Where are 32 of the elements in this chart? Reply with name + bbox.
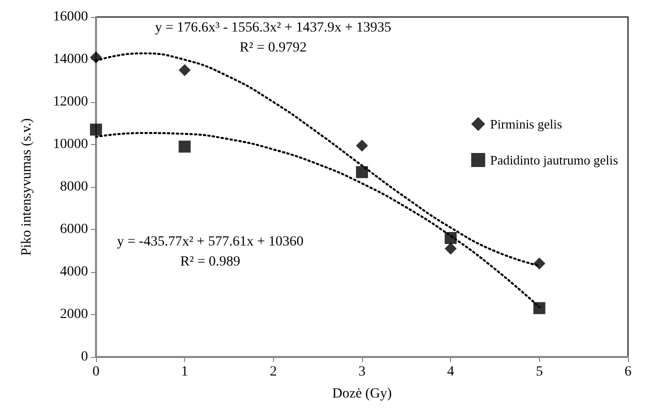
y-tick-label: 0 bbox=[81, 350, 88, 364]
point bbox=[356, 140, 368, 152]
y-tick-label: 12000 bbox=[53, 94, 88, 110]
point bbox=[178, 64, 191, 76]
y-tick-label: 16000 bbox=[53, 10, 88, 24]
point bbox=[444, 242, 457, 255]
point bbox=[90, 51, 102, 64]
point bbox=[178, 140, 191, 153]
y-tick-label: 8000 bbox=[60, 180, 88, 194]
legend-label: Padidinto jautrumo gelis bbox=[490, 152, 618, 168]
point bbox=[444, 232, 457, 244]
x-axis-title: Dozė (Gy) bbox=[332, 386, 392, 402]
y-tick-label: 14000 bbox=[53, 52, 88, 67]
annotation: y = 176.6x³ - 1556.3x² + 1437.9x + 13935 R² = 0.9792 bbox=[154, 20, 392, 56]
x-tick-label: 6 bbox=[624, 364, 632, 380]
point bbox=[533, 258, 546, 270]
x-tick-label: 4 bbox=[447, 364, 454, 380]
x-tick-label: 0 bbox=[92, 364, 100, 380]
y-tick-label: 10000 bbox=[53, 137, 88, 152]
point bbox=[533, 302, 546, 314]
point bbox=[90, 124, 102, 136]
legend-label: Pirminis gelis bbox=[490, 116, 562, 132]
y-axis-title: Piko intensyvumas (s.v.) bbox=[20, 118, 34, 256]
annotation: y = -435.77x² + 577.61x + 10360 R² = 0.989 bbox=[117, 234, 304, 270]
point bbox=[356, 166, 368, 178]
x-tick-label: 3 bbox=[358, 364, 366, 380]
y-tick-label: 2000 bbox=[60, 307, 88, 322]
x-tick-label: 2 bbox=[270, 364, 277, 380]
x-tick-label: 1 bbox=[181, 364, 188, 380]
x-tick-label: 5 bbox=[536, 364, 543, 380]
y-tick-label: 4000 bbox=[60, 264, 88, 280]
y-tick-label: 6000 bbox=[60, 222, 88, 237]
